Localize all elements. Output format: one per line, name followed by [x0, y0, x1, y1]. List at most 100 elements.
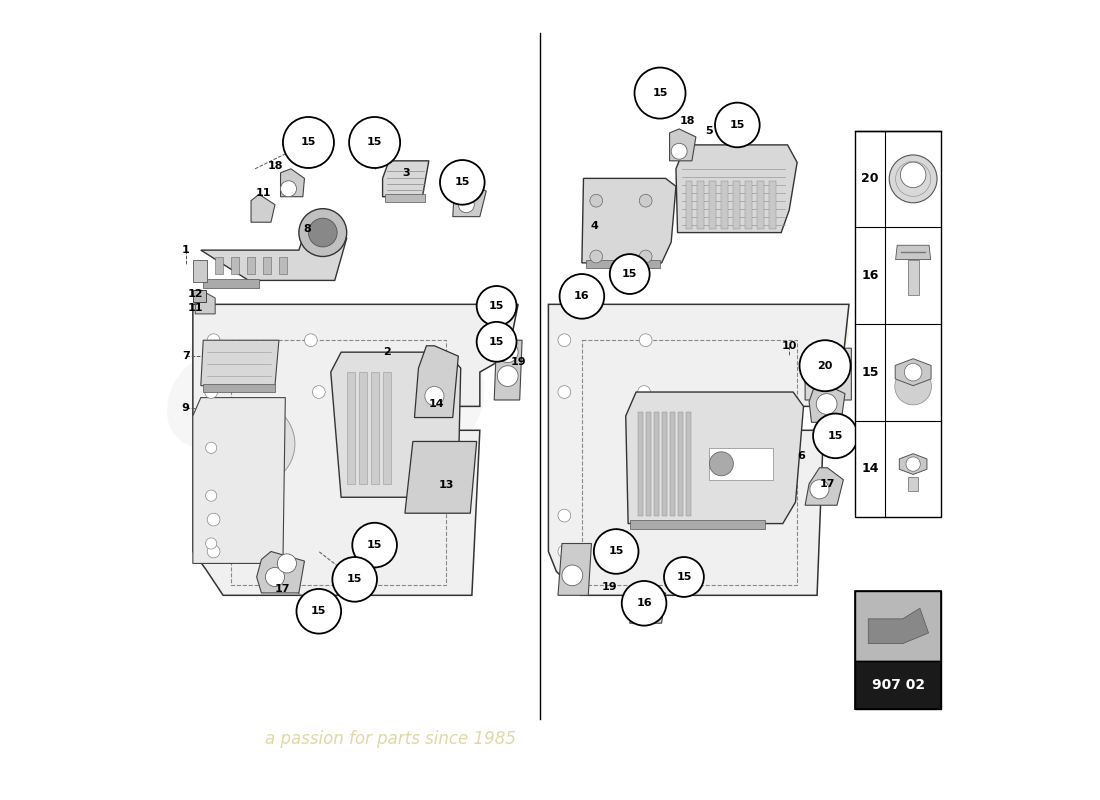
- Text: 3: 3: [403, 168, 410, 178]
- Text: 19: 19: [510, 357, 526, 366]
- Text: 1: 1: [182, 245, 189, 255]
- Text: 1985: 1985: [776, 310, 931, 363]
- Text: 15: 15: [367, 138, 383, 147]
- Circle shape: [594, 529, 638, 574]
- Circle shape: [639, 334, 652, 346]
- Circle shape: [497, 342, 518, 362]
- Bar: [685, 181, 692, 229]
- Polygon shape: [192, 398, 285, 563]
- Bar: [638, 412, 644, 515]
- Bar: [685, 412, 691, 515]
- Circle shape: [265, 567, 285, 586]
- Circle shape: [476, 322, 517, 362]
- Polygon shape: [908, 259, 918, 295]
- Bar: [385, 194, 425, 202]
- Circle shape: [889, 155, 937, 202]
- Polygon shape: [626, 392, 803, 523]
- Text: 17: 17: [275, 584, 290, 594]
- Circle shape: [207, 514, 220, 526]
- Text: 15: 15: [346, 574, 362, 584]
- Circle shape: [476, 286, 517, 326]
- Text: 9: 9: [182, 403, 189, 413]
- Bar: [678, 412, 683, 515]
- Bar: [769, 181, 776, 229]
- Bar: [216, 257, 223, 274]
- Bar: [346, 372, 354, 484]
- Circle shape: [207, 545, 220, 558]
- Circle shape: [562, 565, 583, 586]
- Circle shape: [558, 334, 571, 346]
- Polygon shape: [868, 608, 928, 644]
- Circle shape: [283, 117, 334, 168]
- Circle shape: [609, 254, 650, 294]
- Circle shape: [906, 457, 921, 471]
- Circle shape: [558, 545, 571, 558]
- Polygon shape: [201, 340, 279, 386]
- Circle shape: [308, 218, 337, 247]
- Circle shape: [332, 557, 377, 602]
- Text: 16: 16: [636, 598, 652, 608]
- Circle shape: [813, 414, 858, 458]
- Circle shape: [206, 442, 217, 454]
- Text: 5: 5: [705, 126, 713, 135]
- Circle shape: [635, 67, 685, 118]
- Polygon shape: [192, 304, 518, 595]
- Circle shape: [810, 480, 829, 499]
- Polygon shape: [415, 346, 459, 418]
- Text: 6: 6: [798, 451, 805, 461]
- Circle shape: [560, 274, 604, 318]
- Text: 16: 16: [861, 269, 879, 282]
- Circle shape: [639, 250, 652, 263]
- Bar: [629, 519, 766, 529]
- Circle shape: [207, 334, 220, 346]
- Bar: [263, 257, 271, 274]
- Polygon shape: [676, 145, 798, 233]
- Polygon shape: [383, 161, 429, 197]
- Text: 13: 13: [439, 480, 454, 490]
- Text: 15: 15: [652, 88, 668, 98]
- Circle shape: [901, 162, 926, 188]
- Polygon shape: [195, 290, 216, 314]
- Bar: [856, 590, 942, 709]
- Text: 14: 14: [429, 399, 444, 409]
- Bar: [856, 130, 942, 517]
- Circle shape: [305, 334, 317, 346]
- Circle shape: [715, 102, 760, 147]
- Bar: [383, 372, 390, 484]
- Text: 15: 15: [367, 540, 383, 550]
- Polygon shape: [810, 384, 845, 422]
- Circle shape: [590, 194, 603, 207]
- Bar: [646, 412, 651, 515]
- Circle shape: [497, 366, 518, 386]
- Circle shape: [558, 510, 571, 522]
- Bar: [746, 181, 751, 229]
- Bar: [757, 181, 763, 229]
- Bar: [653, 412, 659, 515]
- Circle shape: [297, 589, 341, 634]
- Circle shape: [800, 340, 850, 391]
- Bar: [697, 181, 704, 229]
- Polygon shape: [192, 290, 206, 302]
- Polygon shape: [670, 129, 696, 161]
- Bar: [722, 181, 728, 229]
- Circle shape: [459, 197, 474, 213]
- Circle shape: [299, 209, 346, 257]
- Text: 19: 19: [602, 582, 617, 592]
- Text: 15: 15: [729, 120, 745, 130]
- Bar: [204, 384, 275, 392]
- Bar: [248, 257, 255, 274]
- Polygon shape: [895, 246, 931, 259]
- Polygon shape: [251, 194, 275, 222]
- Bar: [231, 257, 239, 274]
- Circle shape: [697, 400, 785, 488]
- Circle shape: [206, 538, 217, 549]
- Bar: [856, 590, 942, 662]
- Text: 15: 15: [621, 269, 637, 279]
- Bar: [586, 261, 660, 269]
- Polygon shape: [629, 593, 666, 623]
- Text: 15: 15: [676, 572, 692, 582]
- Text: a passion for parts since 1985: a passion for parts since 1985: [265, 730, 516, 748]
- Polygon shape: [405, 442, 476, 514]
- Text: 907 02: 907 02: [872, 678, 925, 692]
- Text: ecp: ecp: [162, 318, 493, 482]
